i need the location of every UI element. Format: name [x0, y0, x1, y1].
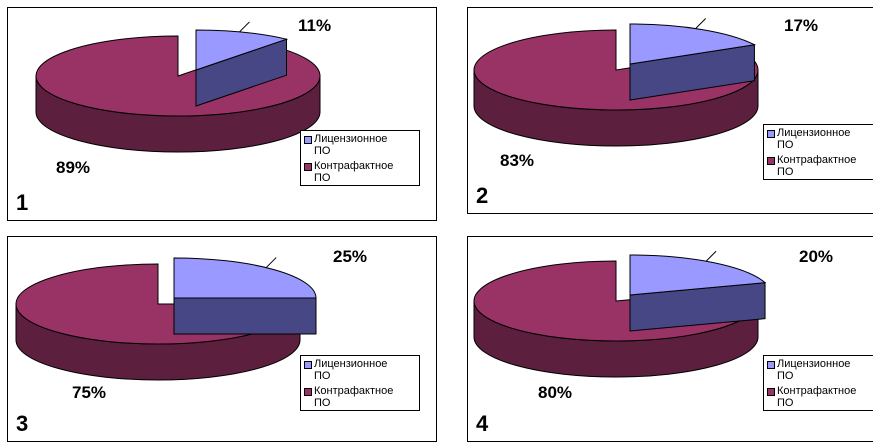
legend-label-counterfeit: Контрафактное ПО — [314, 385, 394, 409]
legend-label-licensed: Лицензионное ПО — [314, 133, 388, 157]
slice-label-counterfeit: 83% — [500, 151, 535, 170]
legend: Лицензионное ПО Контрафактное ПО — [763, 124, 873, 180]
chart-number: 1 — [16, 190, 29, 215]
pie-chart-4 — [473, 250, 767, 378]
legend-item-counterfeit: Контрафактное ПО — [767, 154, 873, 178]
legend-item-licensed: Лицензионное ПО — [767, 127, 873, 151]
leader-line-licensed — [265, 257, 277, 268]
chart-number: 4 — [476, 411, 489, 436]
slice-licensed — [629, 254, 767, 296]
legend-item-licensed: Лицензионное ПО — [304, 133, 416, 157]
legend-label-counterfeit: Контрафактное ПО — [777, 385, 857, 409]
slice-label-licensed: 20% — [799, 247, 834, 266]
chart-number: 2 — [476, 183, 489, 208]
legend-label-licensed: Лицензионное ПО — [777, 358, 851, 382]
legend-swatch-licensed — [767, 361, 775, 369]
legend-item-counterfeit: Контрафактное ПО — [304, 160, 416, 184]
pie-chart-panel-1: 11% 89% 1 Лицензионное ПО Контрафактное … — [7, 7, 437, 221]
legend-label-counterfeit: Контрафактное ПО — [777, 154, 857, 178]
legend-swatch-licensed — [767, 130, 775, 138]
pie-chart-2 — [473, 18, 759, 147]
legend-swatch-counterfeit — [767, 388, 775, 396]
legend-item-counterfeit: Контрафактное ПО — [767, 385, 873, 409]
slice-label-licensed: 17% — [784, 16, 819, 35]
legend-item-licensed: Лицензионное ПО — [767, 358, 873, 382]
pie-chart-panel-2: 17% 83% 2 Лицензионное ПО Контрафактное … — [467, 7, 873, 214]
pie-chart-3 — [15, 257, 317, 381]
slice-licensed — [629, 23, 757, 65]
legend-swatch-licensed — [304, 136, 312, 144]
leader-line-licensed — [239, 21, 250, 33]
legend-swatch-licensed — [304, 361, 312, 369]
slice-licensed — [173, 257, 317, 299]
slice-label-counterfeit: 89% — [56, 158, 91, 177]
legend-swatch-counterfeit — [767, 157, 775, 165]
slice-label-licensed: 11% — [298, 16, 332, 35]
leader-line-licensed — [695, 18, 707, 29]
pie-chart-1 — [35, 21, 321, 153]
legend: Лицензионное ПО Контрафактное ПО — [763, 355, 873, 411]
legend-item-licensed: Лицензионное ПО — [304, 358, 416, 382]
pie-chart-panel-3: 25% 75% 3 Лицензионное ПО Контрафактное … — [7, 236, 437, 442]
slice-label-licensed: 25% — [333, 247, 368, 266]
leader-line-licensed — [705, 250, 717, 262]
slice-cut-licensed — [173, 297, 317, 335]
legend: Лицензионное ПО Контрафактное ПО — [300, 130, 420, 186]
legend-label-licensed: Лицензионное ПО — [777, 127, 851, 151]
legend: Лицензионное ПО Контрафактное ПО — [300, 355, 420, 411]
legend-swatch-counterfeit — [304, 163, 312, 171]
chart-number: 3 — [16, 411, 29, 436]
legend-label-counterfeit: Контрафактное ПО — [314, 160, 394, 184]
pie-chart-panel-4: 20% 80% 4 Лицензионное ПО Контрафактное … — [467, 236, 873, 442]
legend-label-licensed: Лицензионное ПО — [314, 358, 388, 382]
legend-swatch-counterfeit — [304, 388, 312, 396]
slice-label-counterfeit: 75% — [72, 383, 107, 402]
legend-item-counterfeit: Контрафактное ПО — [304, 385, 416, 409]
slice-label-counterfeit: 80% — [538, 383, 573, 402]
slice-licensed — [195, 29, 289, 71]
